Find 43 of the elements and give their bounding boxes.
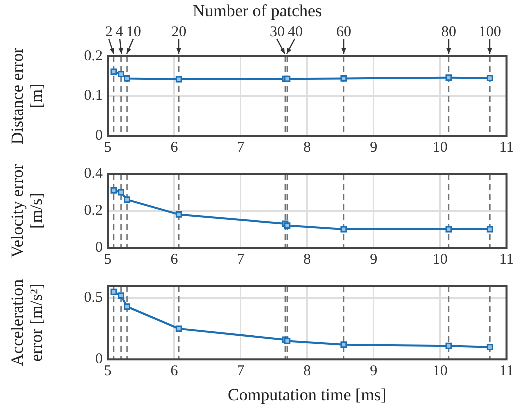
annotation: 2: [105, 24, 113, 40]
y-tick-label: 0.5: [84, 290, 103, 306]
y-tick-label: 0.2: [84, 48, 103, 64]
annotation: 80: [441, 24, 456, 40]
annotation: 100: [478, 24, 502, 40]
x-tick-label: 10: [432, 364, 448, 380]
x-axis-title: Computation time [ms]: [228, 385, 387, 404]
x-tick-label: 11: [500, 252, 514, 268]
x-tick-label: 7: [237, 252, 246, 268]
y-tick-label: 0.4: [84, 166, 104, 182]
x-tick-label: 9: [370, 364, 378, 380]
annotation: 20: [172, 24, 187, 40]
x-tick-label: 7: [237, 140, 246, 156]
y-tick-label: 0: [96, 352, 103, 368]
x-tick-label: 9: [370, 252, 378, 268]
x-tick-label: 6: [170, 364, 179, 380]
x-tick-label: 8: [304, 140, 312, 156]
y-axis-title: Acceleration error [m/s²]: [8, 278, 46, 366]
x-tick-label: 5: [104, 364, 112, 380]
annotation: 10: [126, 24, 142, 40]
annotation: 60: [336, 24, 352, 40]
x-tick-label: 10: [432, 252, 448, 268]
annotation: 40: [288, 24, 303, 40]
y-tick-label: 0: [96, 128, 103, 144]
x-tick-label: 9: [370, 140, 378, 156]
y-axis-title: Velocity error [m/s]: [8, 164, 46, 258]
x-tick-label: 8: [304, 364, 312, 380]
x-tick-label: 10: [432, 140, 448, 156]
x-tick-label: 7: [237, 364, 246, 380]
y-tick-label: 0.1: [84, 88, 103, 104]
x-tick-label: 6: [170, 252, 179, 268]
annotation: 4: [116, 24, 124, 40]
x-tick-label: 5: [104, 252, 112, 268]
chart-title: Number of patches: [192, 2, 322, 21]
x-tick-label: 8: [304, 252, 312, 268]
x-tick-label: 11: [500, 140, 514, 156]
x-tick-label: 5: [104, 140, 112, 156]
x-tick-label: 6: [170, 140, 179, 156]
x-tick-label: 11: [500, 364, 514, 380]
y-tick-label: 0.2: [84, 202, 103, 219]
y-tick-label: 0: [96, 240, 103, 256]
annotation: 30: [270, 24, 285, 40]
y-axis-title: Distance error [m]: [8, 47, 46, 145]
